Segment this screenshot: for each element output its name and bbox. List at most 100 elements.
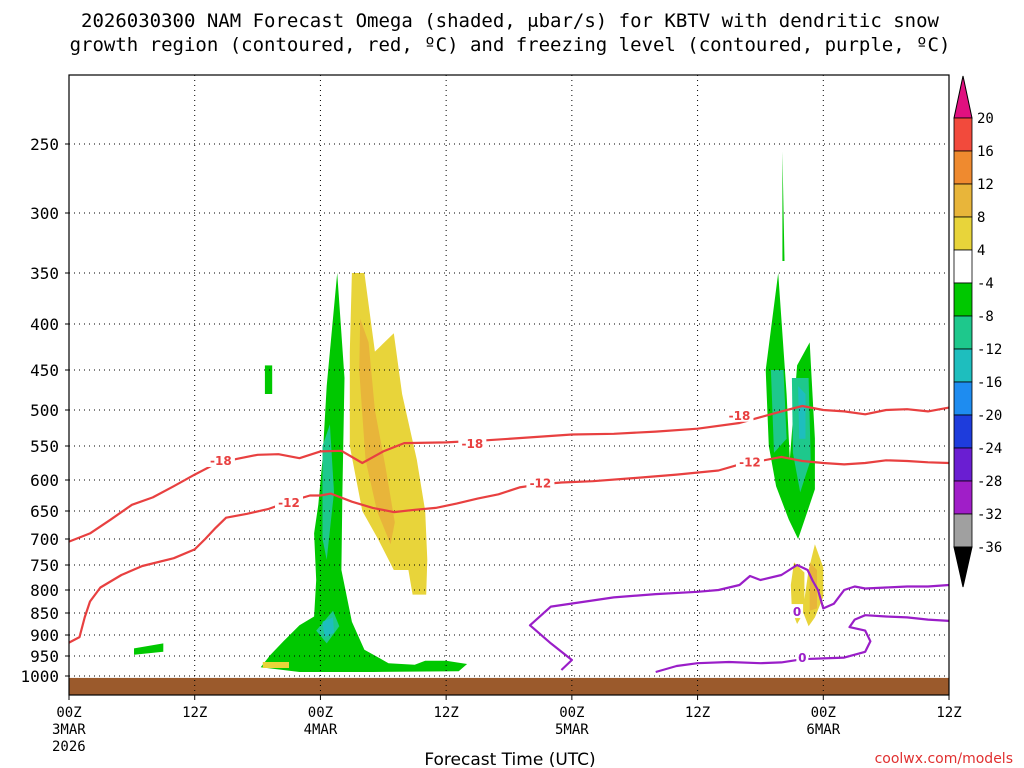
y-axis-ticks: 250 300 350 400 450 500 550 600 650 700 750 800 850 9… xyxy=(20,135,69,686)
colorbar-label: -36 xyxy=(977,540,1002,556)
x-tick-label: 00Z xyxy=(56,705,81,721)
contour-label: -12 xyxy=(739,455,761,469)
chart-title-line1: 2026030300 NAM Forecast Omega (shaded, μ… xyxy=(81,10,939,32)
contour-label: -18 xyxy=(729,409,751,423)
x-tick-label: 00Z xyxy=(308,705,333,721)
x-tick-label: 2026 xyxy=(52,739,86,755)
omega-region-4_8 xyxy=(349,273,428,595)
colorbar-bottom-arrow xyxy=(953,546,973,588)
y-tick-label: 450 xyxy=(30,361,59,380)
colorbar-band xyxy=(953,315,973,350)
y-tick-label: 300 xyxy=(30,204,59,223)
x-tick-label: 3MAR xyxy=(52,722,86,738)
isotherm-minus12-line xyxy=(68,455,950,644)
contour-label-bg xyxy=(526,475,555,490)
omega-region--8_-4 xyxy=(782,150,785,261)
colorbar-band xyxy=(953,348,973,383)
omega-region--16_-12 xyxy=(322,617,334,638)
contour-label: -12 xyxy=(530,477,552,491)
colorbar-band xyxy=(953,381,973,416)
x-axis-label: Forecast Time (UTC) xyxy=(424,750,595,768)
omega-shading xyxy=(134,150,824,672)
freezing-level-line xyxy=(528,563,950,671)
x-tick-label: 00Z xyxy=(811,705,836,721)
omega-region--8_-4 xyxy=(134,643,164,655)
omega-region-8_12 xyxy=(809,562,817,611)
colorbar-top-arrow xyxy=(953,75,973,119)
freezing-level-line-lower xyxy=(655,614,950,674)
y-tick-label: 350 xyxy=(30,264,59,283)
contour-label-bg xyxy=(275,494,303,509)
colorbar-label: 20 xyxy=(977,111,994,127)
contour-label: -18 xyxy=(210,454,232,468)
chart-title-line2: growth region (contoured, red, ºC) and f… xyxy=(70,34,951,56)
temperature-contours: -18 -12 -18 -12 -18 -12 0 0 xyxy=(68,404,950,674)
colorbar-label: -12 xyxy=(977,342,1002,358)
colorbar-label: 4 xyxy=(977,243,985,259)
x-tick-label: 5MAR xyxy=(555,722,589,738)
y-tick-label: 700 xyxy=(30,530,59,549)
colorbar-label: 16 xyxy=(977,144,994,160)
plot-frame xyxy=(68,74,950,696)
contour-label: -18 xyxy=(461,437,483,451)
x-tick-label: 00Z xyxy=(559,705,584,721)
y-tick-label: 250 xyxy=(30,135,59,154)
colorbar-label: 8 xyxy=(977,210,985,226)
y-tick-label: 550 xyxy=(30,437,59,456)
colorbar-band xyxy=(953,117,973,152)
isotherm-minus18-line xyxy=(68,404,950,543)
colorbar-band xyxy=(953,183,973,218)
y-tick-label: 900 xyxy=(30,626,59,645)
colorbar-band xyxy=(953,216,973,251)
x-tick-label: 12Z xyxy=(936,705,961,721)
omega-region-4_8 xyxy=(262,662,289,668)
colorbar-band xyxy=(953,480,973,515)
colorbar-band xyxy=(953,249,973,284)
terrain-ground xyxy=(69,677,949,695)
x-tick-label: 12Z xyxy=(433,705,458,721)
contour-label-bg xyxy=(725,407,754,422)
contour-label: 0 xyxy=(793,605,801,619)
y-tick-label: 650 xyxy=(30,502,59,521)
colorbar-label: -24 xyxy=(977,441,1002,457)
y-tick-label: 850 xyxy=(30,604,59,623)
colorbar-label: -20 xyxy=(977,408,1002,424)
y-tick-label: 400 xyxy=(30,315,59,334)
omega-region--8_-4 xyxy=(264,365,273,394)
colorbar-band xyxy=(953,150,973,185)
contour-label: 0 xyxy=(798,651,806,665)
credit-link[interactable]: coolwx.com/models xyxy=(875,751,1013,767)
y-tick-label: 800 xyxy=(30,581,59,600)
contour-label: -12 xyxy=(278,496,300,510)
contour-label-bg xyxy=(735,454,764,469)
y-tick-label: 600 xyxy=(30,471,59,490)
contour-label-bg xyxy=(206,452,235,467)
colorbar-band xyxy=(953,414,973,449)
x-tick-label: 4MAR xyxy=(304,722,338,738)
colorbar-label: -4 xyxy=(977,276,994,292)
colorbar-label: -32 xyxy=(977,507,1002,523)
x-tick-label: 12Z xyxy=(182,705,207,721)
ground-fill xyxy=(69,677,949,695)
colorbar-label: -28 xyxy=(977,474,1002,490)
y-tick-label: 500 xyxy=(30,401,59,420)
colorbar-label: -16 xyxy=(977,375,1002,391)
omega-region--12_-8 xyxy=(322,424,334,560)
colorbar-band xyxy=(953,513,973,548)
contour-label-bg xyxy=(796,650,809,664)
contour-label-bg xyxy=(458,435,487,450)
colorbar-label: -8 xyxy=(977,309,994,325)
colorbar-band xyxy=(953,447,973,482)
colorbar-band xyxy=(953,282,973,317)
omega-region-8_12 xyxy=(359,318,395,545)
x-tick-label: 6MAR xyxy=(806,722,840,738)
colorbar-label: 12 xyxy=(977,177,994,193)
y-tick-label: 950 xyxy=(30,647,59,666)
contour-label-bg xyxy=(791,604,804,619)
y-tick-label: 1000 xyxy=(20,667,59,686)
colorbar: 20 16 12 8 4 -4 -8 -12 -16 -20 -24 -28 -32 -36 xyxy=(953,75,1002,588)
grid-lines xyxy=(69,75,949,695)
x-tick-label: 12Z xyxy=(685,705,710,721)
